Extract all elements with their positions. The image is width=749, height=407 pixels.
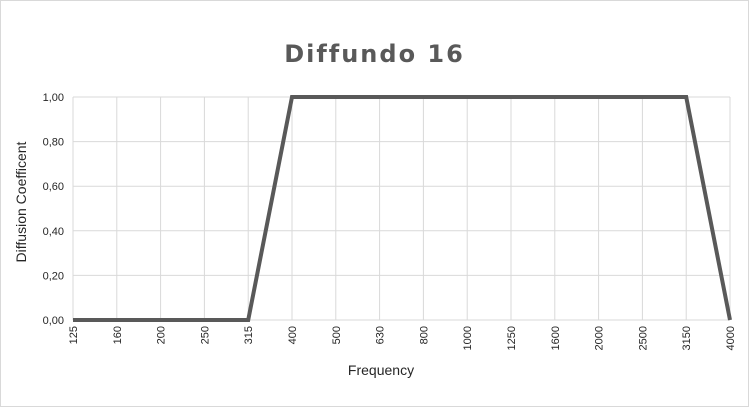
y-tick-labels: 0,00 0,20 0,40 0,60 0,80 1,00 — [43, 92, 64, 327]
x-tick-label: 630 — [375, 326, 387, 344]
x-tick-label: 3150 — [681, 326, 693, 350]
y-tick-label: 1,00 — [43, 92, 64, 104]
y-tick-label: 0,00 — [43, 315, 64, 327]
chart-title: Diffundo 16 — [284, 40, 465, 68]
grid-lines — [72, 96, 731, 321]
y-tick-label: 0,40 — [43, 226, 64, 238]
x-tick-label: 200 — [156, 326, 168, 344]
x-tick-label: 4000 — [725, 326, 737, 350]
x-tick-label: 315 — [243, 326, 255, 344]
y-tick-label: 0,20 — [43, 270, 64, 282]
series-line — [73, 95, 732, 322]
y-tick-label: 0,80 — [43, 137, 64, 149]
x-tick-label: 1000 — [462, 326, 474, 350]
x-tick-label: 2000 — [594, 326, 606, 350]
x-tick-label: 800 — [418, 326, 430, 344]
x-tick-label: 1250 — [506, 326, 518, 350]
x-tick-label: 1600 — [550, 326, 562, 350]
x-axis-label: Frequency — [348, 362, 414, 378]
y-tick-label: 0,60 — [43, 181, 64, 193]
x-tick-label: 500 — [331, 326, 343, 344]
series-group — [72, 95, 732, 322]
x-tick-label: 125 — [68, 326, 80, 344]
x-tick-labels: 125 160 200 250 315 400 500 630 800 1000 1250 1600 2… — [68, 326, 737, 350]
x-tick-label: 2500 — [637, 326, 649, 350]
x-tick-label: 400 — [287, 326, 299, 344]
y-axis-label: Diffusion Coefficent — [13, 141, 29, 262]
x-tick-label: 160 — [112, 326, 124, 344]
x-tick-label: 250 — [199, 326, 211, 344]
